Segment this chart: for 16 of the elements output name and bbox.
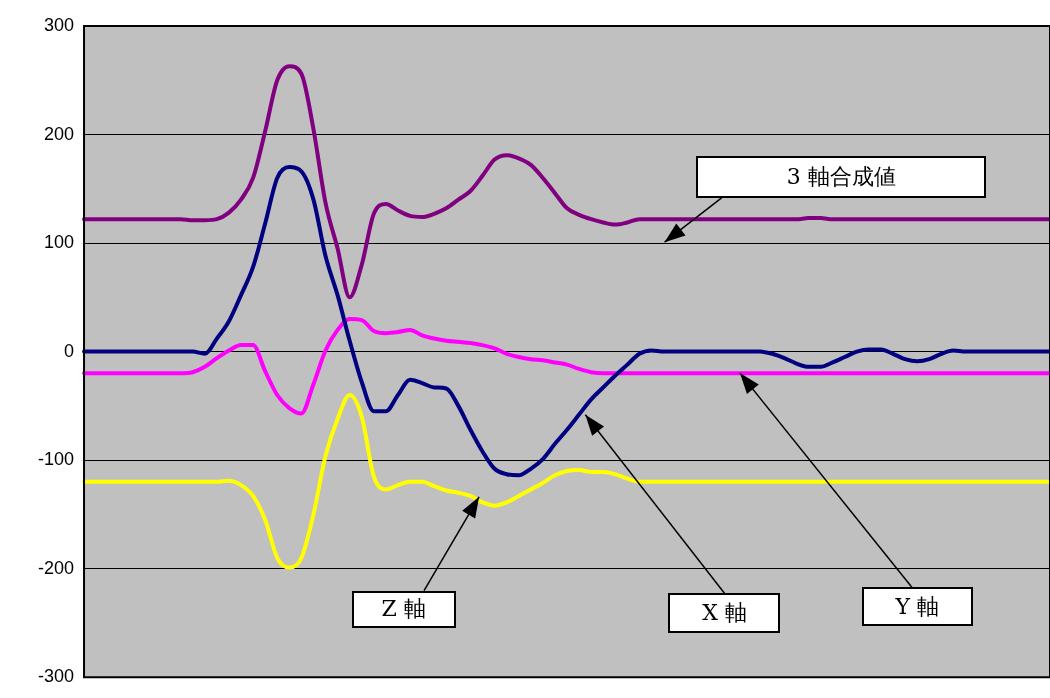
label-box: Y 軸 bbox=[861, 587, 973, 626]
label-box: X 軸 bbox=[668, 593, 781, 633]
y-tick-label: -100 bbox=[38, 449, 75, 470]
line-series bbox=[82, 165, 1050, 478]
line-series bbox=[82, 393, 1050, 570]
y-tick-label: 200 bbox=[43, 123, 75, 144]
line-series bbox=[82, 317, 1050, 416]
y-tick-label: 0 bbox=[64, 340, 75, 361]
y-tick-label: -300 bbox=[38, 666, 75, 687]
y-tick-label: -200 bbox=[38, 557, 75, 578]
y-tick-label: 100 bbox=[43, 232, 75, 253]
label-box: Z 軸 bbox=[351, 590, 456, 629]
y-tick-label: 300 bbox=[43, 14, 75, 35]
label-box: 3 軸合成値 bbox=[696, 156, 987, 198]
line-series bbox=[82, 64, 1050, 300]
series-label: 3 軸合成値 bbox=[786, 163, 896, 192]
